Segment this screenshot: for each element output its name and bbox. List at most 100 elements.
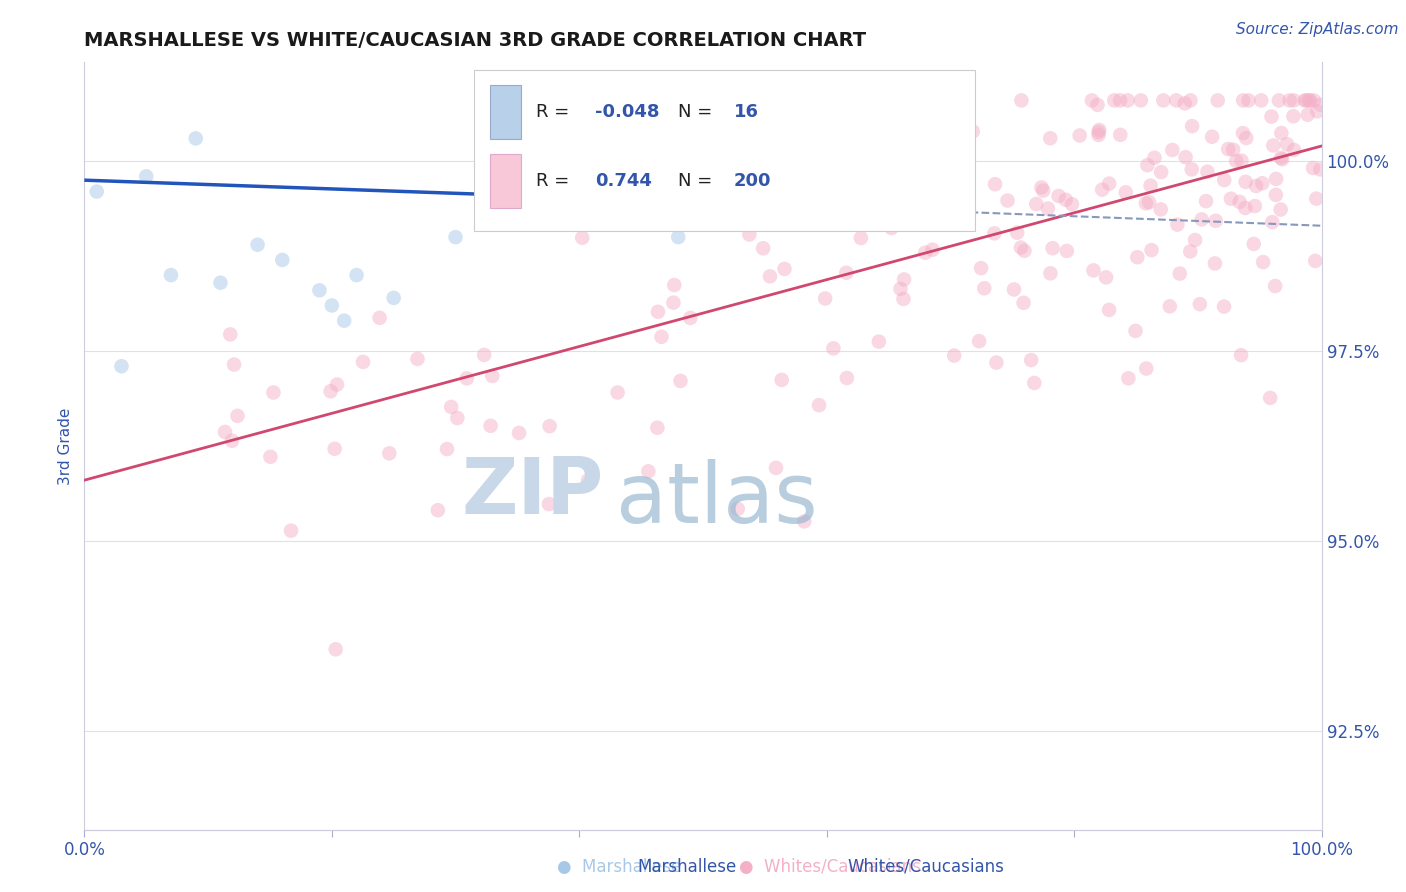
Point <box>1039 131 1062 145</box>
Point <box>352 355 374 369</box>
Point <box>967 334 990 348</box>
Point <box>1047 189 1070 203</box>
Point <box>368 310 391 325</box>
Y-axis label: 3rd Grade: 3rd Grade <box>58 408 73 484</box>
Point <box>1206 94 1229 108</box>
Text: Marshallese: Marshallese <box>637 858 737 876</box>
Point <box>1126 250 1149 264</box>
Point <box>1230 153 1253 168</box>
Point <box>1264 187 1286 202</box>
Point <box>221 434 243 448</box>
Point <box>835 371 858 385</box>
Point <box>1258 391 1281 405</box>
Point <box>606 385 628 400</box>
Point <box>962 124 984 138</box>
Point <box>135 169 157 184</box>
Point <box>1270 151 1292 165</box>
Point <box>983 227 1005 241</box>
Point <box>1232 94 1254 108</box>
Text: R =: R = <box>536 172 575 190</box>
Point <box>873 94 896 108</box>
Point <box>647 305 669 319</box>
Point <box>1010 241 1032 255</box>
Point <box>1296 108 1319 122</box>
Point <box>1244 178 1267 193</box>
Point <box>669 374 692 388</box>
Point <box>280 524 302 538</box>
Point <box>893 94 915 108</box>
Point <box>1036 202 1059 216</box>
Point <box>914 245 936 260</box>
Point <box>1019 353 1042 368</box>
Text: 200: 200 <box>734 172 772 190</box>
Point <box>1014 244 1036 258</box>
Point <box>770 373 793 387</box>
Point <box>259 450 281 464</box>
Point <box>1102 94 1125 108</box>
Point <box>1275 137 1298 152</box>
Point <box>1098 302 1121 317</box>
Point <box>1135 196 1157 211</box>
Point <box>1095 270 1118 285</box>
Point <box>637 464 659 478</box>
Point <box>1204 256 1226 270</box>
Point <box>323 442 346 456</box>
Point <box>1234 175 1257 189</box>
Point <box>246 237 269 252</box>
Point <box>1302 161 1324 175</box>
Point <box>333 314 356 328</box>
Point <box>1264 279 1286 293</box>
Point <box>436 442 458 456</box>
Point <box>1025 197 1047 211</box>
Point <box>382 291 405 305</box>
Point <box>1270 126 1292 140</box>
Point <box>1032 184 1054 198</box>
Point <box>378 446 401 460</box>
Point <box>1195 194 1218 208</box>
Point <box>1087 125 1109 139</box>
Point <box>970 261 993 276</box>
Point <box>1225 153 1247 168</box>
Point <box>1150 202 1173 217</box>
Point <box>918 183 941 197</box>
Point <box>214 425 236 439</box>
Point <box>727 501 749 516</box>
Point <box>1180 94 1202 108</box>
Text: 0.744: 0.744 <box>595 172 652 190</box>
Point <box>662 295 685 310</box>
Point <box>506 207 529 221</box>
Point <box>849 231 872 245</box>
Point <box>1191 212 1213 227</box>
Point <box>571 231 593 245</box>
Point <box>1237 94 1260 108</box>
Point <box>1306 104 1329 119</box>
Point <box>538 419 561 434</box>
Point <box>765 461 787 475</box>
Point <box>1136 158 1159 172</box>
Point <box>1150 165 1173 179</box>
Point <box>1184 233 1206 247</box>
Point <box>472 348 495 362</box>
Point <box>1168 267 1191 281</box>
Point <box>921 243 943 257</box>
Point <box>1265 172 1288 186</box>
Point <box>1305 192 1327 206</box>
Text: 16: 16 <box>734 103 759 121</box>
Point <box>935 156 957 170</box>
Point <box>1250 94 1272 108</box>
Point <box>1251 176 1274 190</box>
FancyBboxPatch shape <box>491 86 522 139</box>
Point <box>1309 162 1331 177</box>
Point <box>446 411 468 425</box>
Point <box>1303 253 1326 268</box>
Point <box>1060 197 1083 211</box>
Point <box>1012 295 1035 310</box>
Point <box>1213 300 1236 314</box>
Point <box>160 268 183 282</box>
Point <box>1116 94 1139 108</box>
Point <box>1268 94 1291 108</box>
Point <box>222 358 245 372</box>
Point <box>346 268 368 282</box>
Point <box>1244 199 1267 213</box>
Point <box>973 281 995 295</box>
